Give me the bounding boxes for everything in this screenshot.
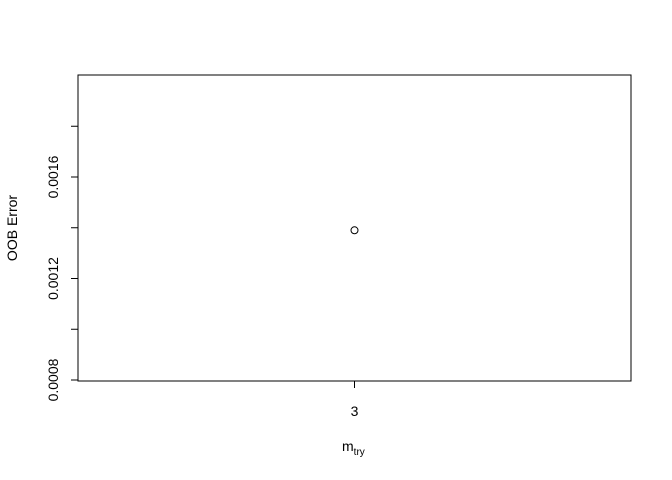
plot-box — [77, 74, 632, 382]
x-axis: 3 — [351, 381, 359, 419]
x-axis-label-main: m — [342, 438, 354, 454]
data-point — [350, 226, 359, 235]
y-axis: 0.0008 0.0012 0.0016 — [45, 125, 79, 401]
y-tick-label: 0.0016 — [45, 155, 61, 198]
x-ticks: 3 — [351, 381, 359, 419]
data-points — [350, 226, 359, 235]
y-tick-label: 0.0008 — [45, 358, 61, 401]
x-axis-label: mtry — [342, 438, 365, 458]
x-axis-label-subscript: try — [354, 447, 365, 458]
y-ticks: 0.0008 0.0012 0.0016 — [45, 125, 78, 401]
y-tick-label: 0.0012 — [45, 257, 61, 300]
x-tick-label: 3 — [351, 403, 359, 419]
y-axis-label: OOB Error — [4, 195, 20, 261]
